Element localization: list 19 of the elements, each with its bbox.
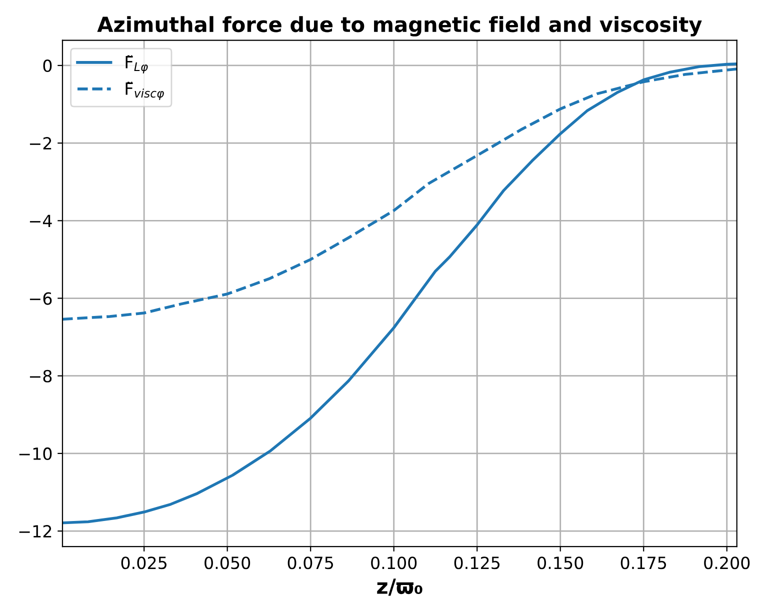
- x-tick-label: 0.050: [204, 556, 250, 570]
- x-tick-label: 0.025: [121, 556, 166, 570]
- x-tick-label: 0.175: [620, 556, 666, 570]
- y-tick-label: −10: [19, 447, 52, 460]
- x-tick-label: 0.075: [288, 556, 333, 570]
- chart-title: Azimuthal force due to magnetic field and viscosity: [97, 16, 702, 36]
- y-tick-label: −12: [19, 525, 52, 538]
- y-tick-label: −8: [30, 370, 52, 382]
- legend-label: F̃$_{viscφ}$: [126, 82, 164, 100]
- y-tick-label: −6: [30, 292, 52, 305]
- x-tick-label: 0.150: [538, 556, 584, 570]
- legend-label: F̃$_{Lφ}$: [126, 55, 148, 74]
- y-tick-label: 0: [43, 59, 52, 72]
- y-tick-label: −4: [30, 214, 52, 227]
- x-tick-label: 0.125: [454, 556, 500, 570]
- x-axis-title: z/ϖ₀: [377, 578, 422, 596]
- x-tick-label: 0.100: [371, 556, 417, 570]
- x-tick-label: 0.200: [704, 556, 750, 570]
- y-tick-label: −2: [30, 137, 52, 150]
